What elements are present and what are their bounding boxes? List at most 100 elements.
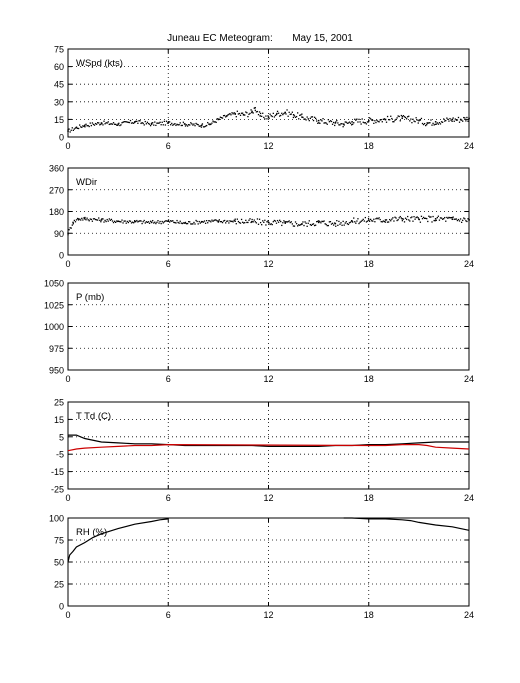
data-point — [382, 220, 384, 222]
data-point — [330, 120, 333, 123]
data-point — [213, 121, 215, 123]
data-point — [91, 220, 94, 222]
data-point — [234, 218, 236, 220]
data-point — [379, 218, 381, 221]
data-point — [263, 221, 265, 224]
data-point — [157, 220, 159, 222]
data-point — [311, 116, 314, 118]
data-point — [353, 122, 355, 124]
data-point — [288, 111, 290, 113]
data-point — [379, 119, 381, 121]
x-tick-label: 6 — [166, 141, 171, 151]
data-point — [156, 221, 158, 223]
x-tick-label: 6 — [166, 259, 171, 269]
data-point — [453, 120, 455, 122]
data-point — [417, 217, 419, 219]
data-point — [237, 113, 240, 115]
data-point — [73, 128, 76, 130]
x-tick-label: 0 — [65, 610, 70, 620]
data-point — [262, 220, 264, 222]
data-point — [338, 220, 340, 223]
data-point — [167, 220, 170, 222]
data-point — [244, 221, 246, 224]
data-point — [467, 218, 469, 220]
data-point — [225, 116, 227, 118]
data-point — [466, 116, 468, 119]
data-point — [316, 220, 318, 223]
data-point — [445, 220, 447, 222]
data-point — [385, 121, 388, 123]
data-point — [255, 111, 258, 113]
data-point — [365, 221, 368, 223]
data-point — [112, 122, 115, 124]
x-tick-label: 18 — [364, 610, 374, 620]
data-point — [441, 121, 444, 123]
data-point — [426, 122, 429, 124]
data-point — [204, 222, 207, 224]
data-point — [328, 121, 331, 123]
data-point — [285, 113, 287, 115]
y-tick-label: 25 — [54, 580, 64, 590]
data-point — [339, 124, 341, 126]
data-point — [130, 222, 133, 224]
y-tick-label: 30 — [54, 97, 64, 107]
data-point — [249, 112, 251, 115]
data-point — [272, 221, 274, 223]
data-point — [198, 220, 200, 223]
data-point — [459, 218, 462, 220]
data-point — [71, 127, 73, 129]
data-point — [102, 218, 104, 220]
data-point — [286, 221, 288, 223]
data-point — [221, 117, 224, 119]
data-point — [464, 218, 466, 220]
x-tick-label: 18 — [364, 374, 374, 384]
data-point — [323, 220, 325, 222]
data-point — [363, 122, 365, 124]
data-point — [248, 219, 250, 221]
data-point — [83, 125, 85, 128]
data-point — [349, 221, 352, 223]
data-point — [357, 218, 359, 220]
data-point — [167, 122, 170, 124]
data-point — [413, 216, 415, 218]
data-point — [276, 112, 278, 115]
data-point — [253, 107, 255, 109]
data-point — [72, 129, 74, 132]
data-point — [246, 112, 248, 114]
data-point — [82, 125, 84, 127]
data-point — [451, 120, 453, 122]
data-point — [354, 221, 356, 223]
data-point — [326, 224, 328, 227]
data-point — [314, 224, 317, 226]
data-point — [308, 220, 310, 222]
data-point — [366, 220, 369, 222]
series-line — [67, 443, 470, 452]
data-point — [67, 130, 69, 132]
data-point — [383, 220, 386, 223]
data-point — [334, 222, 337, 225]
data-point — [236, 110, 238, 112]
x-tick-label: 24 — [464, 259, 474, 269]
data-point — [448, 120, 450, 122]
data-point — [394, 119, 396, 121]
data-point — [288, 220, 290, 222]
data-point — [215, 121, 217, 124]
data-point — [434, 220, 436, 222]
data-point — [178, 222, 180, 224]
data-point — [223, 114, 226, 117]
data-point — [334, 122, 337, 124]
data-point — [384, 118, 387, 121]
data-point — [434, 123, 436, 126]
data-point — [242, 114, 245, 116]
data-point — [268, 117, 270, 120]
data-point — [313, 224, 316, 227]
data-point — [347, 122, 350, 124]
data-point — [431, 221, 433, 223]
data-point — [340, 123, 342, 125]
data-point — [171, 220, 173, 222]
data-point — [164, 124, 167, 126]
data-point — [381, 121, 383, 123]
data-point — [265, 224, 267, 226]
data-point — [220, 117, 223, 119]
data-point — [103, 221, 105, 223]
